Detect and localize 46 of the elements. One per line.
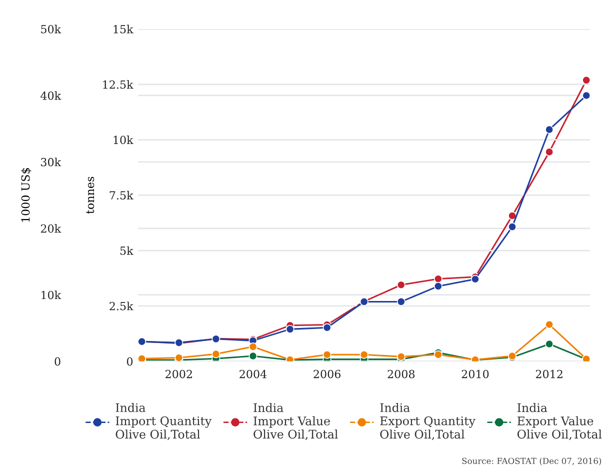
- y-axis-title: tonnes: [86, 176, 94, 214]
- y2-tick-label: 50k: [41, 24, 62, 34]
- y-tick-label: 2.5k: [110, 302, 134, 310]
- x-tick-label: 2012: [536, 370, 562, 378]
- point: [508, 222, 517, 232]
- point: [582, 76, 590, 84]
- legend-label: India Export Value Olive Oil,Total: [517, 403, 602, 440]
- legend-label: India Export Quantity Olive Oil,Total: [380, 402, 476, 440]
- point: [545, 148, 554, 156]
- point: [360, 350, 368, 359]
- point: [545, 340, 554, 348]
- x-tick-label: 2010: [462, 370, 489, 378]
- y2-tick-label: 0: [54, 357, 60, 366]
- y2-tick-label: 40k: [40, 91, 62, 100]
- point: [434, 274, 442, 284]
- point: [396, 297, 406, 306]
- y2-tick-label: 20k: [40, 224, 62, 233]
- point: [396, 352, 406, 361]
- y-tick-label: 15k: [114, 24, 134, 34]
- point: [286, 324, 294, 334]
- y2-tick-label: 10k: [42, 290, 62, 300]
- source-note: Source: FAOSTAT (Dec 07, 2016): [462, 458, 602, 466]
- point: [396, 280, 406, 290]
- point: [248, 342, 258, 351]
- point: [322, 323, 332, 332]
- y-tick-label: 5k: [120, 246, 134, 255]
- legend-label: India Import Quantity Olive Oil,Total: [116, 402, 212, 440]
- point: [582, 91, 590, 100]
- x-tick-label: 2008: [388, 370, 415, 378]
- x-tick-label: 2004: [240, 370, 267, 378]
- point: [545, 125, 554, 134]
- y2-axis-title: 1000 US$: [21, 168, 32, 222]
- legend-label: India Import Value Olive Oil,Total: [254, 403, 338, 440]
- point: [508, 212, 517, 220]
- point: [322, 350, 332, 359]
- x-tick-label: 2002: [166, 370, 192, 378]
- y2-tick-label: 30k: [41, 158, 62, 166]
- y-tick-label: 12.5k: [103, 80, 134, 89]
- y-tick-label: 0: [126, 357, 133, 366]
- y-tick-label: 10k: [114, 136, 134, 144]
- x-tick-label: 2006: [314, 370, 340, 378]
- point: [434, 282, 442, 290]
- point: [248, 352, 258, 360]
- y-tick-label: 7.5k: [110, 190, 134, 200]
- point: [545, 320, 554, 329]
- point: [212, 350, 220, 358]
